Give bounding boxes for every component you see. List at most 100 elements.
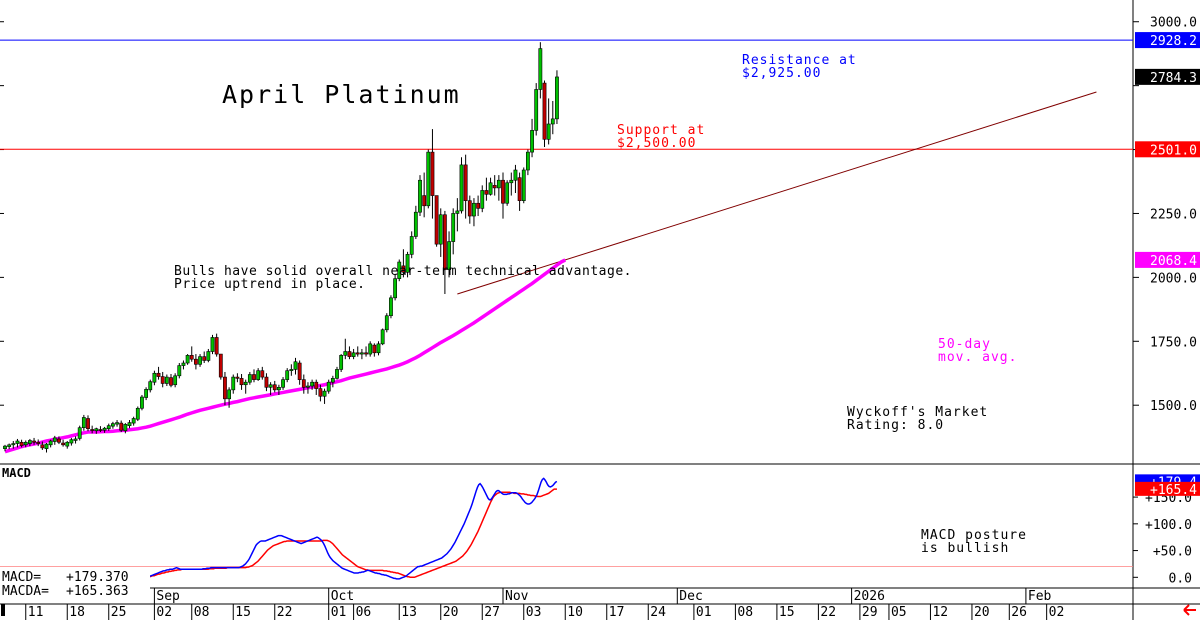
candle bbox=[339, 354, 344, 372]
candle-body bbox=[198, 356, 202, 365]
candle bbox=[194, 354, 198, 370]
candle bbox=[347, 346, 352, 360]
candle-body bbox=[455, 210, 460, 214]
candle-body bbox=[260, 370, 265, 378]
candle-body bbox=[525, 151, 530, 171]
candle bbox=[23, 440, 28, 448]
candle bbox=[372, 343, 377, 357]
candle bbox=[467, 195, 472, 224]
day-label: 08 bbox=[194, 605, 210, 620]
candle bbox=[206, 348, 211, 363]
readout-macd-value: +179.370 bbox=[66, 570, 129, 585]
candle-body bbox=[306, 385, 310, 388]
candle-body bbox=[169, 377, 173, 386]
candle bbox=[98, 426, 103, 433]
candle-body bbox=[106, 425, 111, 430]
candle-body bbox=[210, 337, 215, 352]
candle-body bbox=[384, 315, 389, 331]
candle bbox=[223, 371, 227, 406]
candle bbox=[335, 366, 339, 380]
candle-body bbox=[152, 372, 157, 383]
candle bbox=[77, 425, 82, 441]
candle-body bbox=[330, 378, 335, 383]
candle-body bbox=[426, 151, 431, 207]
candle-body bbox=[434, 195, 439, 245]
candle-body bbox=[231, 376, 236, 391]
candle bbox=[505, 180, 510, 206]
day-label: 12 bbox=[932, 605, 948, 620]
candle-body bbox=[3, 445, 7, 449]
day-label: 06 bbox=[356, 605, 372, 620]
candle bbox=[32, 437, 36, 445]
candle bbox=[173, 373, 178, 388]
candle-body bbox=[405, 254, 410, 273]
day-label: 22 bbox=[820, 605, 836, 620]
candle bbox=[389, 295, 393, 319]
candle-body bbox=[281, 379, 285, 388]
candle bbox=[455, 198, 460, 232]
candle-body bbox=[472, 202, 476, 217]
candle bbox=[19, 439, 24, 448]
candle-body bbox=[467, 200, 472, 217]
candle-body bbox=[335, 369, 339, 379]
day-label: 05 bbox=[891, 605, 907, 620]
candle bbox=[40, 441, 45, 450]
candle-body bbox=[94, 428, 99, 432]
day-label: 01 bbox=[696, 605, 712, 620]
candle-body bbox=[276, 387, 281, 391]
day-label: 03 bbox=[526, 605, 542, 620]
scroll-back-arrow-icon[interactable] bbox=[1183, 604, 1196, 616]
candle bbox=[202, 351, 207, 364]
price-tick-label: 1500.0 bbox=[1150, 399, 1197, 414]
candle bbox=[268, 382, 273, 395]
scroll-left-marker[interactable] bbox=[1, 604, 5, 616]
candle bbox=[160, 371, 165, 388]
candle-body bbox=[347, 351, 352, 357]
candle-body bbox=[52, 437, 57, 442]
candle bbox=[397, 259, 402, 282]
day-label: 15 bbox=[779, 605, 795, 620]
candle-body bbox=[351, 352, 356, 357]
candle bbox=[123, 423, 128, 434]
candle bbox=[3, 444, 7, 452]
candle bbox=[293, 357, 298, 375]
month-label: 2026 bbox=[854, 589, 885, 604]
candle-body bbox=[131, 418, 136, 424]
candle-body bbox=[293, 361, 298, 370]
candle bbox=[15, 438, 20, 448]
day-label: 24 bbox=[650, 605, 666, 620]
candle-body bbox=[115, 422, 119, 425]
candle-body bbox=[505, 182, 510, 204]
candle-body bbox=[27, 440, 32, 444]
candle-body bbox=[214, 337, 219, 355]
candle-body bbox=[476, 202, 481, 209]
candle-body bbox=[492, 185, 497, 189]
candle-body bbox=[202, 356, 207, 361]
annotation-macd-line2: is bullish bbox=[921, 541, 1009, 556]
day-label: 18 bbox=[69, 605, 85, 620]
candle-body bbox=[194, 358, 198, 365]
candle bbox=[306, 382, 310, 394]
annotation-support: Support at $2,500.00 bbox=[617, 123, 704, 151]
candle-body bbox=[123, 424, 128, 432]
candle bbox=[359, 348, 364, 360]
day-label: 20 bbox=[443, 605, 459, 620]
candle bbox=[530, 118, 534, 158]
candle bbox=[164, 374, 169, 387]
candle-body bbox=[247, 374, 252, 383]
readout-macda-value: +165.363 bbox=[66, 584, 129, 599]
candle bbox=[472, 198, 476, 227]
candle-body bbox=[380, 329, 385, 345]
candle-body bbox=[542, 82, 547, 140]
candle-body bbox=[538, 48, 543, 90]
price-tick-label: 3000.0 bbox=[1150, 16, 1197, 31]
macd-readout: MACD= +179.370 MACDA= +165.363 bbox=[0, 568, 150, 599]
candle bbox=[517, 172, 522, 211]
candle-body bbox=[413, 211, 418, 237]
candle bbox=[285, 368, 290, 383]
candle bbox=[185, 354, 190, 365]
candle-body bbox=[173, 375, 178, 386]
candle-body bbox=[501, 179, 505, 204]
candle-body bbox=[61, 442, 66, 446]
